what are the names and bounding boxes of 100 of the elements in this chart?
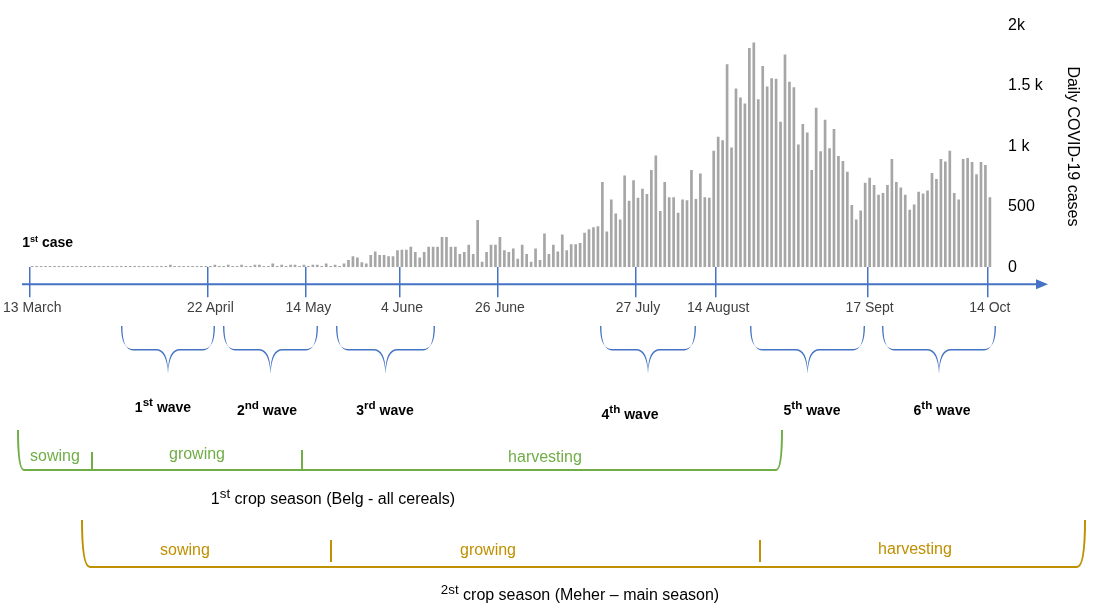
bar	[654, 155, 658, 268]
bar	[378, 255, 381, 268]
bar	[574, 244, 577, 268]
bar	[569, 244, 573, 268]
bar	[952, 192, 956, 268]
bar	[168, 264, 172, 268]
bar	[801, 124, 805, 268]
bar	[712, 150, 716, 268]
bar	[552, 244, 555, 268]
text: 4$^{th}$ wave	[601, 401, 659, 423]
x-tick-label: 14 Oct	[969, 299, 1011, 316]
bar	[975, 174, 978, 268]
bar	[779, 121, 782, 268]
x-tick-label: 26 June	[475, 299, 526, 316]
bar	[543, 233, 546, 268]
bar	[507, 252, 511, 268]
bar	[895, 182, 898, 268]
bar	[592, 227, 595, 268]
bar	[467, 244, 471, 268]
bar	[828, 148, 831, 268]
bar	[814, 107, 818, 268]
x-tick-label: 27 July	[615, 299, 661, 316]
bar	[240, 264, 243, 268]
bar	[485, 252, 488, 268]
bar	[886, 185, 889, 268]
x-tick-label: 14 August	[687, 299, 750, 316]
bar	[641, 188, 644, 268]
bar	[770, 78, 773, 268]
bar	[632, 180, 635, 268]
bar	[903, 194, 907, 268]
text: 5$^{th}$ wave	[783, 397, 841, 419]
bar	[926, 190, 929, 268]
y-tick-label: 1.5 k	[1008, 76, 1044, 94]
text: harvesting	[878, 539, 952, 559]
bar	[226, 264, 230, 268]
bar	[721, 140, 724, 268]
bar	[846, 171, 849, 268]
bar	[601, 182, 604, 268]
bar	[690, 169, 693, 268]
bar	[739, 97, 742, 268]
bar	[859, 210, 863, 268]
bar	[534, 248, 537, 268]
bar	[511, 248, 515, 268]
bar	[503, 250, 506, 268]
text: 6$^{th}$ wave	[913, 397, 971, 419]
bar	[271, 263, 275, 268]
bar	[427, 246, 430, 268]
bar	[805, 132, 809, 268]
bar	[373, 251, 377, 268]
bar	[405, 249, 408, 268]
bar	[413, 252, 417, 268]
bar	[280, 264, 283, 268]
text: 3$^{rd}$ wave	[356, 397, 414, 419]
y-tick-label: 0	[1008, 257, 1018, 275]
bar	[863, 182, 867, 268]
bar	[258, 264, 261, 268]
bar	[868, 177, 871, 268]
bar	[730, 147, 733, 268]
text: 1$^{st}$ wave	[134, 394, 192, 416]
bar	[494, 244, 497, 268]
bar	[445, 237, 448, 268]
text: growing	[168, 444, 226, 464]
bar	[837, 156, 840, 268]
bar	[948, 150, 952, 268]
text: sowing	[30, 446, 80, 466]
bar	[315, 264, 319, 268]
bar	[387, 256, 390, 268]
bar	[369, 255, 373, 268]
bar	[454, 246, 457, 268]
bar	[356, 257, 359, 268]
bar	[761, 66, 765, 268]
bar	[966, 157, 969, 268]
bar	[917, 191, 920, 268]
y-tick-label: 2k	[1008, 16, 1027, 34]
bar	[672, 197, 675, 268]
bar	[935, 179, 938, 268]
text: 1$^{st}$ crop season (Belg - all cereals)	[210, 486, 456, 509]
bar	[347, 259, 350, 268]
bar	[520, 244, 524, 268]
text: growing	[459, 540, 517, 560]
bar	[583, 232, 586, 268]
text: sowing	[160, 540, 210, 560]
x-tick-label: 14 May	[285, 299, 332, 316]
x-tick-label: 13 March	[3, 299, 62, 316]
bar	[716, 136, 720, 268]
bar	[681, 199, 684, 268]
bar	[752, 42, 756, 268]
bar	[748, 47, 751, 268]
bar	[289, 264, 292, 268]
bar	[623, 175, 626, 268]
bar	[436, 246, 439, 268]
y-tick-label: 1 k	[1008, 136, 1031, 154]
x-tick-label: 4 June	[380, 299, 424, 316]
bar	[877, 194, 880, 268]
bar	[663, 182, 667, 268]
bar	[984, 165, 987, 268]
text: 2$^{nd}$ wave	[236, 397, 298, 419]
bar	[788, 81, 791, 268]
y-axis-title: Daily COVID-19 cases	[1064, 66, 1082, 227]
bar	[396, 250, 399, 268]
